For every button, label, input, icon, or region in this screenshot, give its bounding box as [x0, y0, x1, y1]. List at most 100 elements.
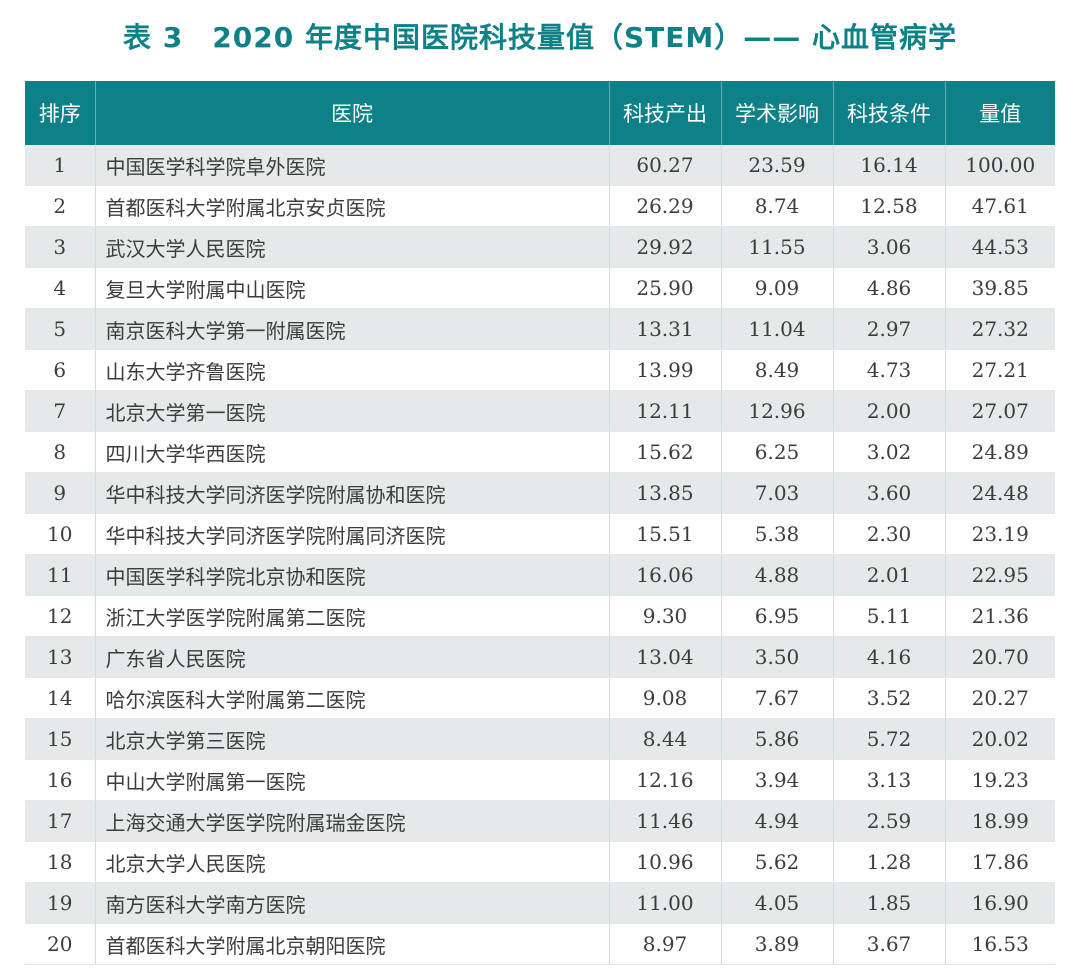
header-hospital[interactable]: 医院: [94, 81, 609, 145]
header-rank[interactable]: 排序: [25, 81, 95, 145]
cell-output: 29.92: [608, 226, 721, 268]
cell-output: 11.46: [608, 800, 721, 842]
cell-output: 13.85: [608, 472, 721, 514]
cell-hospital: 哈尔滨医科大学附属第二医院: [94, 677, 609, 719]
header-impact[interactable]: 学术影响: [720, 81, 833, 145]
cell-value: 22.95: [944, 554, 1055, 596]
cell-value: 27.21: [944, 349, 1055, 391]
table-row: 4 复旦大学附属中山医院 25.90 9.09 4.86 39.85: [25, 267, 1055, 309]
table-row: 12 浙江大学医学院附属第二医院 9.30 6.95 5.11 21.36: [25, 595, 1055, 637]
cell-hospital: 中国医学科学院阜外医院: [94, 145, 609, 186]
cell-rank: 15: [25, 718, 95, 760]
cell-rank: 20: [25, 923, 95, 965]
cell-hospital: 北京大学第三医院: [94, 718, 609, 760]
cell-condition: 2.30: [832, 513, 945, 555]
cell-condition: 3.06: [832, 226, 945, 268]
cell-condition: 4.86: [832, 267, 945, 309]
cell-value: 20.70: [944, 636, 1055, 678]
cell-output: 8.97: [608, 923, 721, 965]
table-row: 11 中国医学科学院北京协和医院 16.06 4.88 2.01 22.95: [25, 554, 1055, 596]
cell-output: 13.99: [608, 349, 721, 391]
cell-rank: 7: [25, 390, 95, 432]
cell-output: 8.44: [608, 718, 721, 760]
cell-output: 15.62: [608, 431, 721, 473]
cell-impact: 8.49: [720, 349, 833, 391]
cell-impact: 4.05: [720, 882, 833, 924]
cell-hospital: 广东省人民医院: [94, 636, 609, 678]
cell-value: 18.99: [944, 800, 1055, 842]
cell-hospital: 首都医科大学附属北京安贞医院: [94, 185, 609, 227]
cell-condition: 1.85: [832, 882, 945, 924]
cell-hospital: 山东大学齐鲁医院: [94, 349, 609, 391]
cell-output: 12.11: [608, 390, 721, 432]
cell-rank: 6: [25, 349, 95, 391]
cell-rank: 1: [25, 145, 95, 186]
cell-value: 24.48: [944, 472, 1055, 514]
cell-condition: 3.02: [832, 431, 945, 473]
table-row: 15 北京大学第三医院 8.44 5.86 5.72 20.02: [25, 718, 1055, 760]
cell-value: 100.00: [944, 145, 1055, 186]
cell-rank: 4: [25, 267, 95, 309]
cell-output: 13.04: [608, 636, 721, 678]
cell-rank: 5: [25, 308, 95, 350]
cell-rank: 14: [25, 677, 95, 719]
cell-value: 24.89: [944, 431, 1055, 473]
cell-output: 16.06: [608, 554, 721, 596]
cell-rank: 2: [25, 185, 95, 227]
table-row: 17 上海交通大学医学院附属瑞金医院 11.46 4.94 2.59 18.99: [25, 800, 1055, 842]
cell-rank: 19: [25, 882, 95, 924]
cell-value: 20.02: [944, 718, 1055, 760]
page-title: 表 3 2020 年度中国医院科技量值（STEM）—— 心血管病学: [123, 21, 957, 54]
cell-output: 13.31: [608, 308, 721, 350]
header-output[interactable]: 科技产出: [608, 81, 721, 145]
cell-rank: 10: [25, 513, 95, 555]
cell-output: 9.08: [608, 677, 721, 719]
table-row: 2 首都医科大学附属北京安贞医院 26.29 8.74 12.58 47.61: [25, 185, 1055, 227]
table-row: 16 中山大学附属第一医院 12.16 3.94 3.13 19.23: [25, 759, 1055, 801]
table-row: 5 南京医科大学第一附属医院 13.31 11.04 2.97 27.32: [25, 308, 1055, 350]
table-row: 14 哈尔滨医科大学附属第二医院 9.08 7.67 3.52 20.27: [25, 677, 1055, 719]
table-row: 13 广东省人民医院 13.04 3.50 4.16 20.70: [25, 636, 1055, 678]
cell-hospital: 北京大学人民医院: [94, 841, 609, 883]
cell-rank: 8: [25, 431, 95, 473]
header-condition[interactable]: 科技条件: [832, 81, 945, 145]
table-header-row: 排序 医院 科技产出 学术影响 科技条件 量值: [25, 81, 1055, 145]
cell-hospital: 上海交通大学医学院附属瑞金医院: [94, 800, 609, 842]
cell-value: 27.07: [944, 390, 1055, 432]
cell-condition: 4.16: [832, 636, 945, 678]
cell-impact: 7.03: [720, 472, 833, 514]
cell-condition: 2.01: [832, 554, 945, 596]
cell-hospital: 华中科技大学同济医学院附属协和医院: [94, 472, 609, 514]
cell-impact: 5.62: [720, 841, 833, 883]
cell-value: 19.23: [944, 759, 1055, 801]
cell-impact: 3.89: [720, 923, 833, 965]
cell-condition: 2.59: [832, 800, 945, 842]
cell-impact: 8.74: [720, 185, 833, 227]
cell-condition: 3.52: [832, 677, 945, 719]
header-value[interactable]: 量值: [944, 81, 1055, 145]
cell-impact: 4.94: [720, 800, 833, 842]
cell-output: 11.00: [608, 882, 721, 924]
cell-rank: 11: [25, 554, 95, 596]
cell-output: 10.96: [608, 841, 721, 883]
table-row: 1 中国医学科学院阜外医院 60.27 23.59 16.14 100.00: [25, 145, 1055, 186]
cell-condition: 16.14: [832, 145, 945, 186]
cell-value: 16.90: [944, 882, 1055, 924]
cell-output: 60.27: [608, 145, 721, 186]
cell-hospital: 南方医科大学南方医院: [94, 882, 609, 924]
cell-value: 17.86: [944, 841, 1055, 883]
cell-impact: 11.04: [720, 308, 833, 350]
table-row: 3 武汉大学人民医院 29.92 11.55 3.06 44.53: [25, 226, 1055, 268]
cell-impact: 4.88: [720, 554, 833, 596]
cell-condition: 3.67: [832, 923, 945, 965]
cell-rank: 18: [25, 841, 95, 883]
cell-condition: 4.73: [832, 349, 945, 391]
cell-value: 27.32: [944, 308, 1055, 350]
cell-hospital: 首都医科大学附属北京朝阳医院: [94, 923, 609, 965]
cell-value: 44.53: [944, 226, 1055, 268]
cell-value: 20.27: [944, 677, 1055, 719]
cell-hospital: 北京大学第一医院: [94, 390, 609, 432]
cell-hospital: 四川大学华西医院: [94, 431, 609, 473]
table-row: 20 首都医科大学附属北京朝阳医院 8.97 3.89 3.67 16.53: [25, 923, 1055, 965]
cell-condition: 2.00: [832, 390, 945, 432]
